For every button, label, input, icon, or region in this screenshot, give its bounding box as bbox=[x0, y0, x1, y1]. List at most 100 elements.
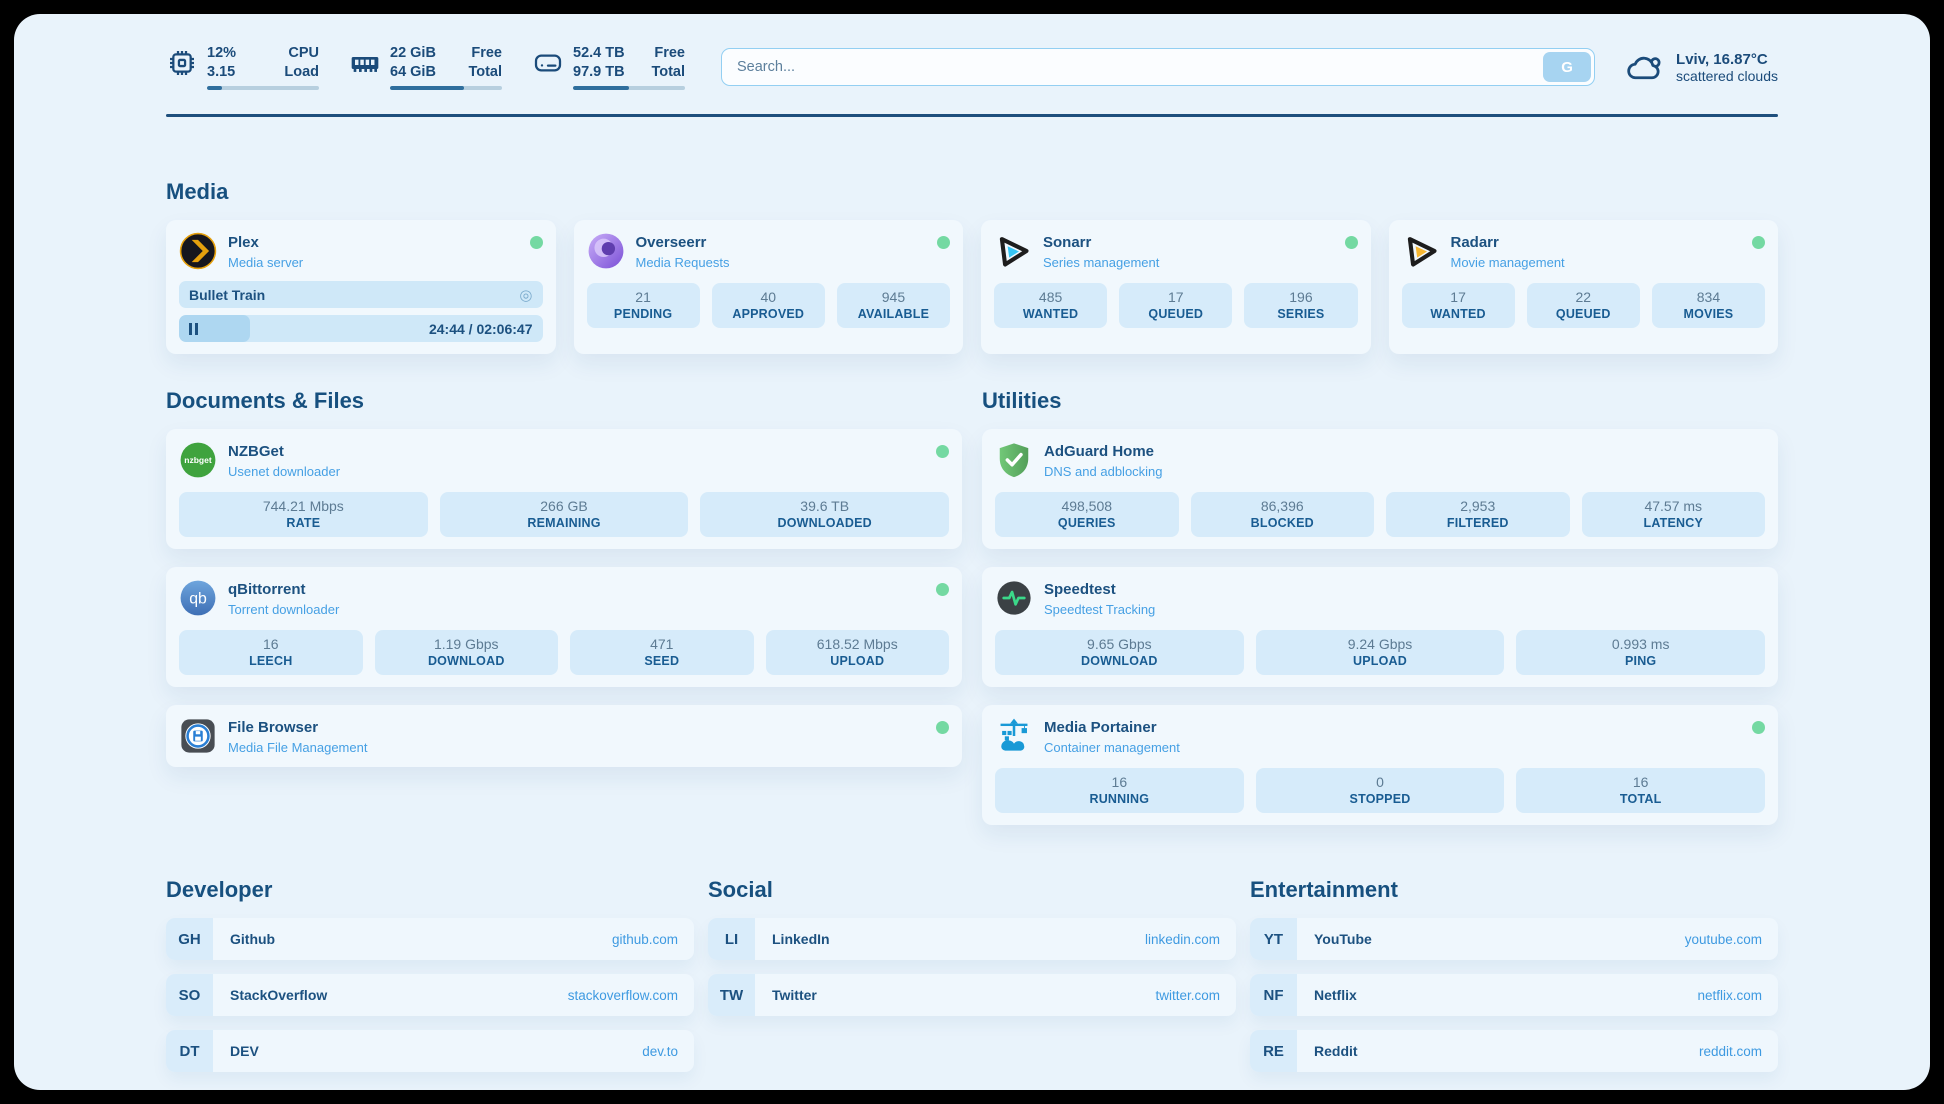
status-dot bbox=[1752, 236, 1765, 250]
section-title-media: Media bbox=[166, 179, 229, 205]
stat-leech: 16 LEECH bbox=[179, 630, 363, 676]
status-dot bbox=[937, 236, 950, 250]
bookmark-stackoverflow[interactable]: SO StackOverflow stackoverflow.com bbox=[166, 974, 694, 1017]
stat-latency: 47.57 ms LATENCY bbox=[1581, 492, 1765, 538]
service-name: Sonarr bbox=[1043, 234, 1092, 252]
service-card-portainer[interactable]: Media Portainer Container management 16 … bbox=[982, 705, 1778, 826]
bookmark-abbr: YT bbox=[1250, 918, 1297, 961]
bookmark-dev[interactable]: DT DEV dev.to bbox=[166, 1030, 694, 1073]
disk-progress-track bbox=[573, 86, 685, 91]
memory-progress-track bbox=[390, 86, 502, 91]
bookmark-url: reddit.com bbox=[1698, 1043, 1762, 1059]
session-view-icon[interactable]: ◎ bbox=[519, 286, 533, 304]
bookmark-url: linkedin.com bbox=[1144, 931, 1220, 947]
service-subtitle: Speedtest Tracking bbox=[1044, 601, 1156, 617]
stat-remaining: 266 GB REMAINING bbox=[439, 492, 689, 538]
section-title-utilities: Utilities bbox=[982, 388, 1062, 414]
load-label: Load bbox=[284, 64, 319, 81]
stat-queued: 22 QUEUED bbox=[1526, 283, 1640, 329]
status-dot bbox=[1344, 236, 1358, 250]
now-playing-title: Bullet Train bbox=[189, 286, 266, 303]
bookmark-name: Netflix bbox=[1314, 987, 1357, 1004]
cloud-icon bbox=[1627, 56, 1661, 80]
bookmark-name: Twitter bbox=[772, 987, 817, 1004]
disk-free-label: Free bbox=[654, 45, 685, 61]
top-bar: 12% 3.15 CPU Load bbox=[166, 44, 1778, 91]
stat-running: 16 RUNNING bbox=[995, 768, 1244, 814]
disk-widget: 52.4 TB 97.9 TB Free Total bbox=[532, 44, 685, 91]
cpu-widget: 12% 3.15 CPU Load bbox=[166, 44, 319, 91]
dashboard-page: 12% 3.15 CPU Load bbox=[14, 14, 1930, 1090]
bookmark-abbr: NF bbox=[1250, 974, 1297, 1017]
bookmark-linkedin[interactable]: LI LinkedIn linkedin.com bbox=[708, 918, 1236, 961]
service-name: Plex bbox=[228, 234, 259, 252]
portainer-icon bbox=[995, 717, 1033, 755]
service-subtitle: DNS and adblocking bbox=[1044, 463, 1163, 479]
cpu-progress-track bbox=[207, 86, 319, 91]
disk-total-value: 97.9 TB bbox=[573, 64, 625, 81]
search-input[interactable] bbox=[721, 48, 1596, 87]
bookmark-name: Reddit bbox=[1314, 1043, 1358, 1060]
search-bar: G bbox=[721, 48, 1596, 87]
bookmark-abbr: TW bbox=[708, 974, 755, 1017]
now-playing-progress-bar: 24:44 / 02:06:47 bbox=[179, 315, 543, 343]
cpu-progress-fill bbox=[207, 86, 222, 91]
bookmark-reddit[interactable]: RE Reddit reddit.com bbox=[1250, 1030, 1778, 1073]
bookmark-github[interactable]: GH Github github.com bbox=[166, 918, 694, 961]
service-card-speedtest[interactable]: Speedtest Speedtest Tracking 9.65 Gbps D… bbox=[982, 567, 1778, 688]
memory-progress-fill bbox=[390, 86, 464, 91]
svg-text:nzbget: nzbget bbox=[184, 455, 212, 465]
plex-icon bbox=[179, 232, 217, 270]
stat-stopped: 0 STOPPED bbox=[1255, 768, 1505, 814]
service-card-sonarr[interactable]: Sonarr Series management 485 WANTED 17 Q… bbox=[981, 220, 1371, 355]
search-provider-button[interactable]: G bbox=[1543, 52, 1592, 83]
cpu-load-value: 3.15 bbox=[207, 64, 236, 81]
service-card-filebrowser[interactable]: File Browser Media File Management bbox=[166, 705, 962, 768]
service-subtitle: Media File Management bbox=[228, 739, 368, 755]
service-card-radarr[interactable]: Radarr Movie management 17 WANTED 22 QUE… bbox=[1388, 220, 1778, 355]
bookmark-url: github.com bbox=[611, 931, 678, 947]
bookmark-abbr: LI bbox=[708, 918, 755, 961]
service-card-adguard[interactable]: AdGuard Home DNS and adblocking 498,508 … bbox=[982, 429, 1778, 550]
stat-wanted: 17 WANTED bbox=[1401, 283, 1515, 329]
service-name: File Browser bbox=[228, 719, 319, 737]
bookmark-url: netflix.com bbox=[1697, 987, 1762, 1003]
cpu-icon bbox=[170, 51, 194, 75]
header-divider bbox=[166, 114, 1778, 118]
radarr-icon bbox=[1402, 232, 1440, 270]
status-dot bbox=[936, 445, 949, 459]
pause-icon bbox=[189, 322, 198, 335]
memory-total-label: Total bbox=[468, 64, 502, 81]
weather-condition: scattered clouds bbox=[1676, 67, 1778, 84]
filebrowser-icon bbox=[179, 717, 217, 755]
overseerr-icon bbox=[587, 232, 625, 270]
stat-filtered: 2,953 FILTERED bbox=[1386, 492, 1570, 538]
stat-download: 1.19 Gbps DOWNLOAD bbox=[374, 630, 558, 676]
stat-seed: 471 SEED bbox=[570, 630, 754, 676]
status-dot bbox=[936, 583, 949, 597]
qbittorrent-icon: qb bbox=[179, 579, 217, 617]
stat-blocked: 86,396 BLOCKED bbox=[1190, 492, 1374, 538]
stat-upload: 9.24 Gbps UPLOAD bbox=[1255, 630, 1505, 676]
service-card-plex[interactable]: Plex Media server Bullet Train ◎ 24:44 /… bbox=[166, 220, 556, 355]
bookmark-group-developer: Developer GH Github github.com SO StackO… bbox=[166, 877, 694, 1073]
memory-total-value: 64 GiB bbox=[390, 64, 436, 81]
service-name: Media Portainer bbox=[1044, 719, 1157, 737]
section-title-social: Social bbox=[708, 877, 773, 903]
stat-pending: 21 PENDING bbox=[586, 283, 700, 329]
memory-widget: 22 GiB 64 GiB Free Total bbox=[349, 44, 502, 91]
service-subtitle: Movie management bbox=[1450, 254, 1565, 270]
status-dot bbox=[1752, 721, 1765, 735]
bookmark-name: LinkedIn bbox=[772, 931, 830, 948]
service-card-overseerr[interactable]: Overseerr Media Requests 21 PENDING 40 A… bbox=[573, 220, 963, 355]
service-subtitle: Container management bbox=[1044, 739, 1180, 755]
bookmark-youtube[interactable]: YT YouTube youtube.com bbox=[1250, 918, 1778, 961]
bookmark-twitter[interactable]: TW Twitter twitter.com bbox=[708, 974, 1236, 1017]
stat-ping: 0.993 ms PING bbox=[1516, 630, 1766, 676]
bookmark-url: stackoverflow.com bbox=[567, 987, 678, 1003]
bookmark-netflix[interactable]: NF Netflix netflix.com bbox=[1250, 974, 1778, 1017]
service-card-qbittorrent[interactable]: qb qBittorrent Torrent downloader 16 LEE… bbox=[166, 567, 962, 688]
disk-progress-fill bbox=[573, 86, 629, 91]
bookmark-abbr: RE bbox=[1250, 1030, 1297, 1073]
service-card-nzbget[interactable]: nzbget NZBGet Usenet downloader 744.21 M… bbox=[166, 429, 962, 550]
